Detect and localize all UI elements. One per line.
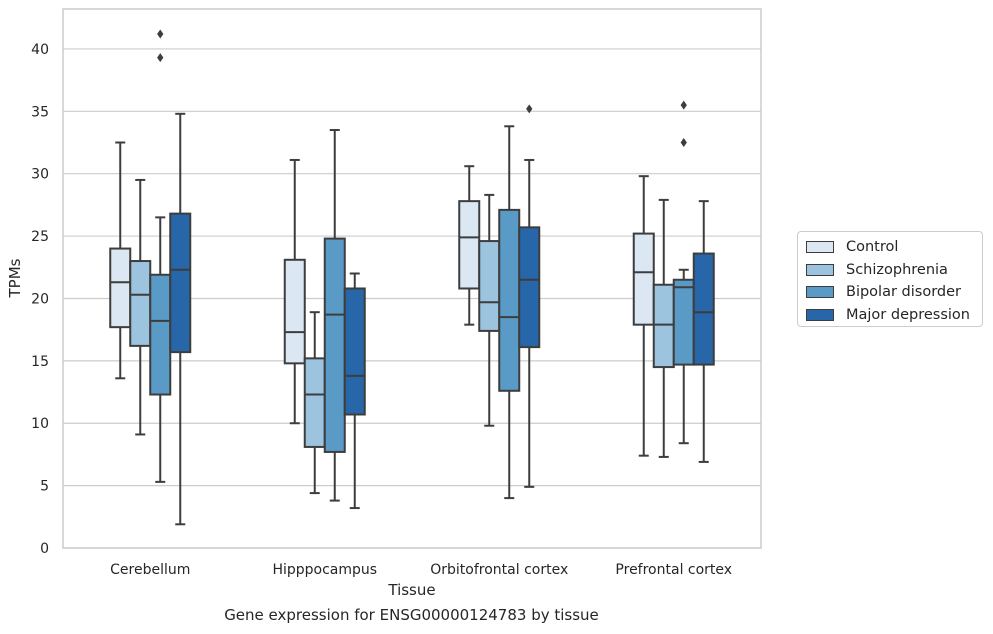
legend-item-bipolar-disorder: Bipolar disorder	[806, 281, 974, 304]
box-iqr	[303, 357, 326, 448]
legend-item-control: Control	[806, 236, 974, 259]
box-iqr	[169, 212, 192, 354]
box-schizophrenia-3	[652, 198, 675, 458]
x-tick-label-2: Orbitofrontal cortex	[430, 562, 568, 578]
y-tick-label-5: 5	[40, 479, 49, 495]
legend-item-schizophrenia: Schizophrenia	[806, 259, 974, 282]
box-schizophrenia-2	[478, 193, 501, 427]
box-iqr	[672, 278, 695, 366]
box-iqr	[652, 283, 675, 369]
legend-label-control: Control	[846, 239, 899, 256]
box-major-depression-0	[169, 112, 192, 526]
outlier-point	[526, 104, 533, 114]
box-iqr	[498, 208, 521, 392]
box-major-depression-2	[518, 104, 541, 488]
box-iqr	[343, 287, 366, 416]
legend-label-bipolar-disorder: Bipolar disorder	[846, 284, 961, 301]
box-bipolar-disorder-2	[498, 125, 521, 500]
box-iqr	[149, 273, 172, 396]
box-control-3	[632, 175, 655, 457]
outlier-point	[157, 53, 164, 63]
box-schizophrenia-0	[129, 178, 152, 436]
legend-swatch-control	[806, 241, 834, 254]
legend-swatch-schizophrenia	[806, 263, 834, 276]
x-tick-label-3: Prefrontal cortex	[615, 562, 732, 578]
outlier-point	[157, 29, 164, 39]
legend: Control Schizophrenia Bipolar disorder M…	[797, 231, 983, 327]
box-control-1	[283, 158, 306, 425]
box-major-depression-3	[692, 200, 715, 463]
x-tick-label-1: Hipppocampus	[272, 562, 377, 578]
y-tick-label-20: 20	[31, 291, 49, 307]
y-tick-label-15: 15	[31, 354, 49, 370]
box-iqr	[283, 258, 306, 365]
y-tick-label-35: 35	[31, 104, 49, 120]
box-series	[109, 29, 715, 526]
legend-label-schizophrenia: Schizophrenia	[846, 261, 948, 278]
y-tick-label-10: 10	[31, 416, 49, 432]
box-bipolar-disorder-1	[323, 129, 346, 502]
legend-label-major-depression: Major depression	[846, 306, 970, 323]
legend-swatch-bipolar-disorder	[806, 286, 834, 299]
outlier-point	[680, 138, 687, 148]
box-iqr	[323, 237, 346, 453]
box-iqr	[518, 226, 541, 349]
tick-labels: 0 5 10 15 20 25 30 35 40 Cerebellum Hipppocampus Or…	[31, 42, 732, 578]
y-axis-label: TPMs	[6, 258, 24, 298]
chart-title: Gene expression for ENSG00000124783 by t…	[224, 606, 599, 624]
box-major-depression-1	[343, 272, 366, 510]
box-bipolar-disorder-0	[149, 29, 172, 483]
y-tick-label-25: 25	[31, 229, 49, 245]
box-bipolar-disorder-3	[672, 100, 695, 445]
y-tick-label-40: 40	[31, 42, 49, 58]
y-tick-label-0: 0	[40, 541, 49, 557]
outlier-point	[680, 100, 687, 110]
box-iqr	[692, 252, 715, 366]
box-iqr	[109, 247, 132, 329]
box-control-2	[458, 165, 481, 326]
box-iqr	[458, 200, 481, 290]
box-schizophrenia-1	[303, 311, 326, 495]
x-tick-label-0: Cerebellum	[110, 562, 190, 578]
box-control-0	[109, 141, 132, 380]
box-iqr	[478, 240, 501, 332]
legend-swatch-major-depression	[806, 308, 834, 321]
x-axis-label: Tissue	[387, 581, 435, 599]
y-tick-label-30: 30	[31, 167, 49, 183]
box-iqr	[632, 232, 655, 326]
legend-item-major-depression: Major depression	[806, 304, 974, 327]
box-iqr	[129, 260, 152, 347]
